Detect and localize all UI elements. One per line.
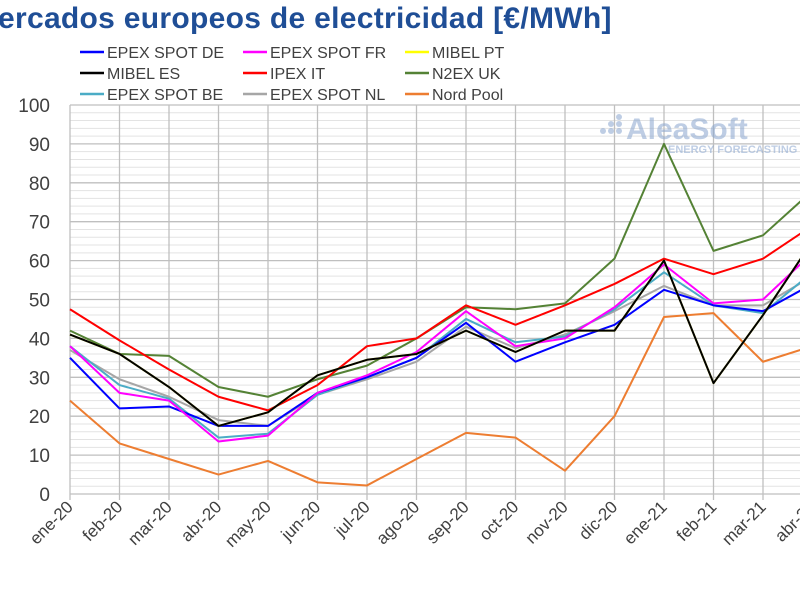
- legend-label: EPEX SPOT DE: [107, 45, 224, 62]
- x-tick-label: feb-20: [79, 497, 127, 545]
- y-tick-label: 20: [29, 407, 50, 428]
- legend-label: MIBEL PT: [432, 45, 505, 62]
- x-tick-label: dic-20: [575, 497, 621, 543]
- x-tick-label: sep-20: [423, 497, 473, 547]
- x-tick-label: mar-21: [718, 497, 770, 549]
- legend-label: Nord Pool: [432, 87, 503, 104]
- y-tick-label: 50: [29, 291, 50, 312]
- series-line-ipex-it: [69, 232, 800, 412]
- logo-dot: [608, 121, 614, 127]
- x-tick-label: may-20: [221, 497, 275, 551]
- x-tick-label: nov-20: [522, 497, 572, 547]
- legend-label: MIBEL ES: [107, 66, 180, 83]
- legend-label: EPEX SPOT BE: [107, 87, 223, 104]
- watermark-tagline: ENERGY FORECASTING: [668, 144, 797, 156]
- series-line-mibel-es: [69, 258, 800, 427]
- x-tick-label: ene-20: [26, 497, 77, 548]
- y-tick-label: 10: [29, 446, 50, 467]
- legend-item: EPEX SPOT FR: [243, 45, 386, 62]
- x-tick-label: jun-20: [277, 497, 325, 545]
- logo-dot: [600, 128, 606, 134]
- legend-label: EPEX SPOT FR: [270, 45, 386, 62]
- legend-item: Nord Pool: [405, 87, 503, 104]
- legend-item: MIBEL PT: [405, 45, 505, 62]
- x-tick-label: mar-20: [124, 497, 176, 549]
- legend-item: EPEX SPOT BE: [80, 87, 223, 104]
- x-tick-label: ago-20: [372, 497, 423, 548]
- series-line-nord-pool: [69, 312, 800, 487]
- legend-item: EPEX SPOT NL: [243, 87, 385, 104]
- watermark-brand: AleaSoft: [626, 113, 748, 146]
- chart-title: ercados europeos de electricidad [€/MWh]: [0, 2, 612, 35]
- legend-item: IPEX IT: [243, 66, 325, 83]
- series-line-epex-spot-de: [69, 288, 800, 427]
- legend-label: EPEX SPOT NL: [270, 87, 385, 104]
- logo-dot: [616, 128, 622, 134]
- x-tick-label: ene-21: [620, 497, 671, 548]
- legend-item: MIBEL ES: [80, 66, 180, 83]
- legend-item: EPEX SPOT DE: [80, 45, 224, 62]
- y-tick-label: 30: [29, 368, 50, 389]
- legend-label: IPEX IT: [270, 66, 325, 83]
- series-line-epex-spot-fr: [69, 263, 800, 443]
- legend-item: N2EX UK: [405, 66, 501, 83]
- series-line-epex-spot-be: [69, 271, 800, 439]
- logo-dot: [616, 114, 622, 120]
- logo-dot: [616, 121, 622, 127]
- x-tick-label: abr-20: [177, 497, 225, 545]
- x-tick-label: abr-21: [771, 497, 800, 545]
- x-tick-label: oct-20: [475, 497, 522, 544]
- x-tick-label: feb-21: [673, 497, 721, 545]
- y-tick-label: 40: [29, 329, 50, 350]
- y-tick-label: 60: [29, 252, 50, 273]
- x-tick-label: jul-20: [330, 497, 374, 541]
- series-line-n2ex-uk: [69, 142, 800, 398]
- y-tick-label: 80: [29, 174, 50, 195]
- y-tick-label: 0: [39, 485, 50, 506]
- y-tick-label: 90: [29, 135, 50, 156]
- y-tick-label: 100: [18, 96, 50, 117]
- series-line-epex-spot-nl: [69, 282, 800, 427]
- logo-dot: [608, 128, 614, 134]
- legend-label: N2EX UK: [432, 66, 501, 83]
- y-tick-label: 70: [29, 213, 50, 234]
